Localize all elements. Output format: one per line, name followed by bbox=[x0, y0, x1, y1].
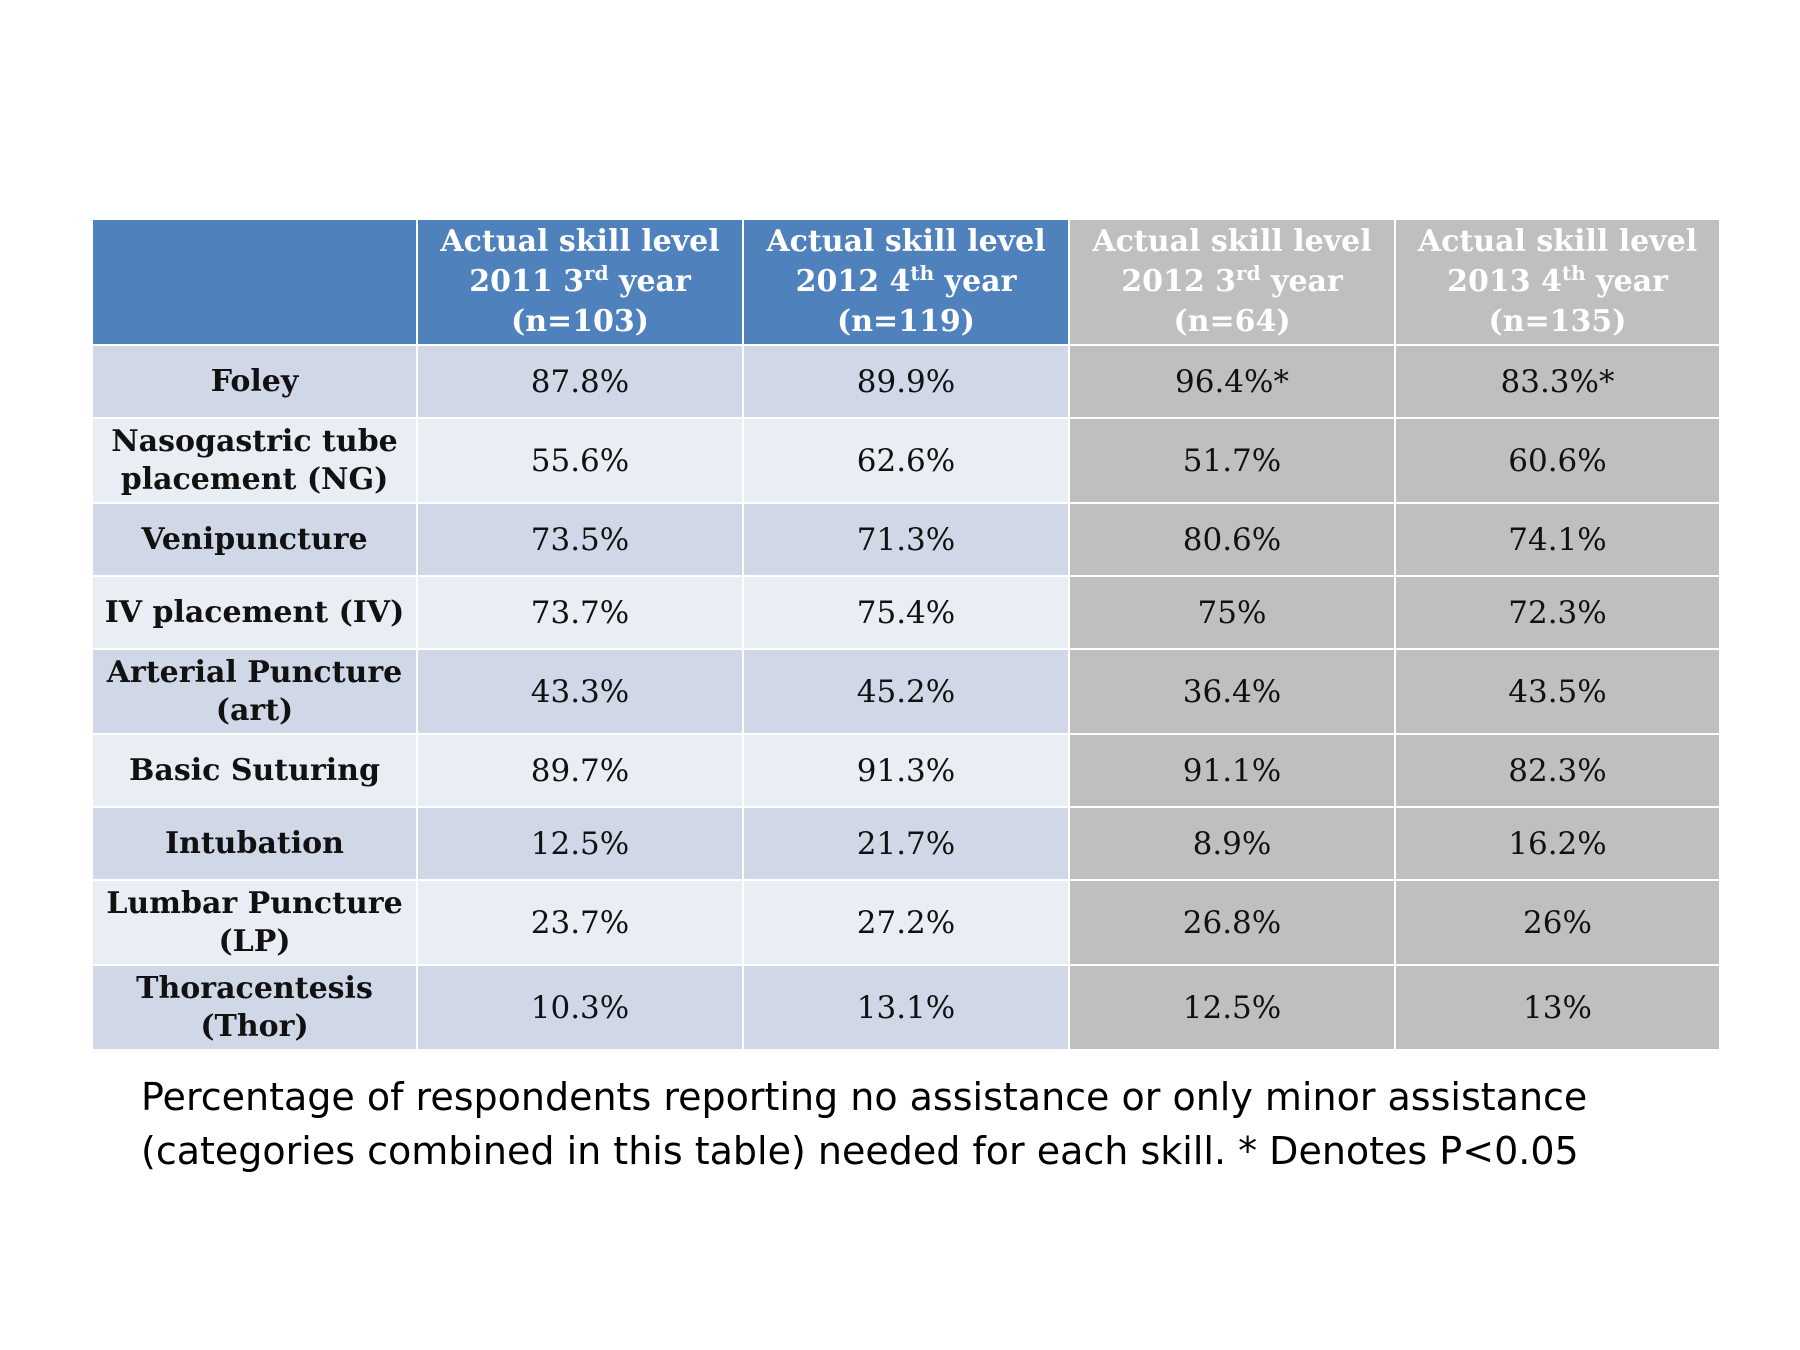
value-cell: 74.1% bbox=[1394, 502, 1721, 577]
header-line-1: Actual skill level bbox=[1092, 224, 1372, 259]
value-cell: 51.7% bbox=[1068, 417, 1396, 504]
header-line-3: (n=119) bbox=[837, 304, 975, 339]
value-cell: 12.5% bbox=[1068, 964, 1396, 1051]
value-cell: 89.9% bbox=[742, 344, 1070, 419]
value-cell: 23.7% bbox=[416, 879, 744, 966]
header-line-1: Actual skill level bbox=[440, 224, 720, 259]
header-line-2: 2012 4th year bbox=[795, 261, 1017, 299]
table-row: Basic Suturing 89.7% 91.3% 91.1% 82.3% bbox=[91, 733, 1721, 808]
value-cell: 43.5% bbox=[1394, 648, 1721, 735]
header-row: Actual skill level 2011 3rd year (n=103)… bbox=[91, 218, 1721, 346]
header-cell-2012-4th-year: Actual skill level 2012 4th year (n=119) bbox=[742, 218, 1070, 346]
value-cell: 91.3% bbox=[742, 733, 1070, 808]
header-cell-2011-3rd-year: Actual skill level 2011 3rd year (n=103) bbox=[416, 218, 744, 346]
value-cell: 62.6% bbox=[742, 417, 1070, 504]
value-cell: 87.8% bbox=[416, 344, 744, 419]
value-cell: 10.3% bbox=[416, 964, 744, 1051]
skill-name-cell: Foley bbox=[91, 344, 418, 419]
value-cell: 8.9% bbox=[1068, 806, 1396, 881]
table-row: Intubation 12.5% 21.7% 8.9% 16.2% bbox=[91, 806, 1721, 881]
skill-name-cell: Thoracentesis (Thor) bbox=[91, 964, 418, 1051]
table-row: Foley 87.8% 89.9% 96.4%* 83.3%* bbox=[91, 344, 1721, 419]
header-line-1: Actual skill level bbox=[1417, 224, 1698, 259]
table-row: Venipuncture 73.5% 71.3% 80.6% 74.1% bbox=[91, 502, 1721, 577]
value-cell: 12.5% bbox=[416, 806, 744, 881]
skill-name-cell: Venipuncture bbox=[91, 502, 418, 577]
skill-level-table: Actual skill level 2011 3rd year (n=103)… bbox=[91, 218, 1721, 1051]
value-cell: 13% bbox=[1394, 964, 1721, 1051]
value-cell: 89.7% bbox=[416, 733, 744, 808]
header-line-3: (n=103) bbox=[511, 304, 649, 339]
table-body: Foley 87.8% 89.9% 96.4%* 83.3%* Nasogastric t… bbox=[91, 344, 1721, 1051]
header-line-2: 2012 3rd year bbox=[1121, 261, 1343, 299]
value-cell: 72.3% bbox=[1394, 575, 1721, 650]
value-cell: 60.6% bbox=[1394, 417, 1721, 504]
header-cell-2012-3rd-year: Actual skill level 2012 3rd year (n=64) bbox=[1068, 218, 1396, 346]
table-row: Lumbar Puncture (LP) 23.7% 27.2% 26.8% 26% bbox=[91, 879, 1721, 966]
value-cell: 82.3% bbox=[1394, 733, 1721, 808]
table-row: Thoracentesis (Thor) 10.3% 13.1% 12.5% 13% bbox=[91, 964, 1721, 1051]
header-line-1: Actual skill level bbox=[766, 224, 1046, 259]
skill-name-cell: Intubation bbox=[91, 806, 418, 881]
value-cell: 13.1% bbox=[742, 964, 1070, 1051]
value-cell: 73.5% bbox=[416, 502, 744, 577]
value-cell: 26.8% bbox=[1068, 879, 1396, 966]
header-cell-skill bbox=[91, 218, 418, 346]
value-cell: 36.4% bbox=[1068, 648, 1396, 735]
value-cell: 75% bbox=[1068, 575, 1396, 650]
table-row: Nasogastric tube placement (NG) 55.6% 62.6… bbox=[91, 417, 1721, 504]
value-cell: 16.2% bbox=[1394, 806, 1721, 881]
table-caption: Percentage of respondents reporting no a… bbox=[141, 1070, 1741, 1178]
skill-name-cell: Arterial Puncture (art) bbox=[91, 648, 418, 735]
header-line-2: 2011 3rd year bbox=[469, 261, 691, 299]
value-cell: 27.2% bbox=[742, 879, 1070, 966]
value-cell: 55.6% bbox=[416, 417, 744, 504]
caption-line-2: (categories combined in this table) need… bbox=[141, 1129, 1579, 1173]
header-line-2: 2013 4th year bbox=[1447, 261, 1668, 299]
value-cell: 43.3% bbox=[416, 648, 744, 735]
header-line-3: (n=64) bbox=[1173, 304, 1291, 339]
skill-name-cell: Lumbar Puncture (LP) bbox=[91, 879, 418, 966]
value-cell: 91.1% bbox=[1068, 733, 1396, 808]
header-line-3: (n=135) bbox=[1488, 304, 1627, 339]
table-row: Arterial Puncture (art) 43.3% 45.2% 36.4% 43… bbox=[91, 648, 1721, 735]
value-cell: 21.7% bbox=[742, 806, 1070, 881]
value-cell: 75.4% bbox=[742, 575, 1070, 650]
value-cell: 73.7% bbox=[416, 575, 744, 650]
skill-name-cell: Basic Suturing bbox=[91, 733, 418, 808]
value-cell: 26% bbox=[1394, 879, 1721, 966]
header-cell-2013-4th-year: Actual skill level 2013 4th year (n=135) bbox=[1394, 218, 1721, 346]
value-cell: 71.3% bbox=[742, 502, 1070, 577]
value-cell: 45.2% bbox=[742, 648, 1070, 735]
value-cell: 80.6% bbox=[1068, 502, 1396, 577]
value-cell: 96.4%* bbox=[1068, 344, 1396, 419]
value-cell: 83.3%* bbox=[1394, 344, 1721, 419]
caption-line-1: Percentage of respondents reporting no a… bbox=[141, 1075, 1588, 1119]
table-row: IV placement (IV) 73.7% 75.4% 75% 72.3% bbox=[91, 575, 1721, 650]
skill-name-cell: Nasogastric tube placement (NG) bbox=[91, 417, 418, 504]
skill-name-cell: IV placement (IV) bbox=[91, 575, 418, 650]
